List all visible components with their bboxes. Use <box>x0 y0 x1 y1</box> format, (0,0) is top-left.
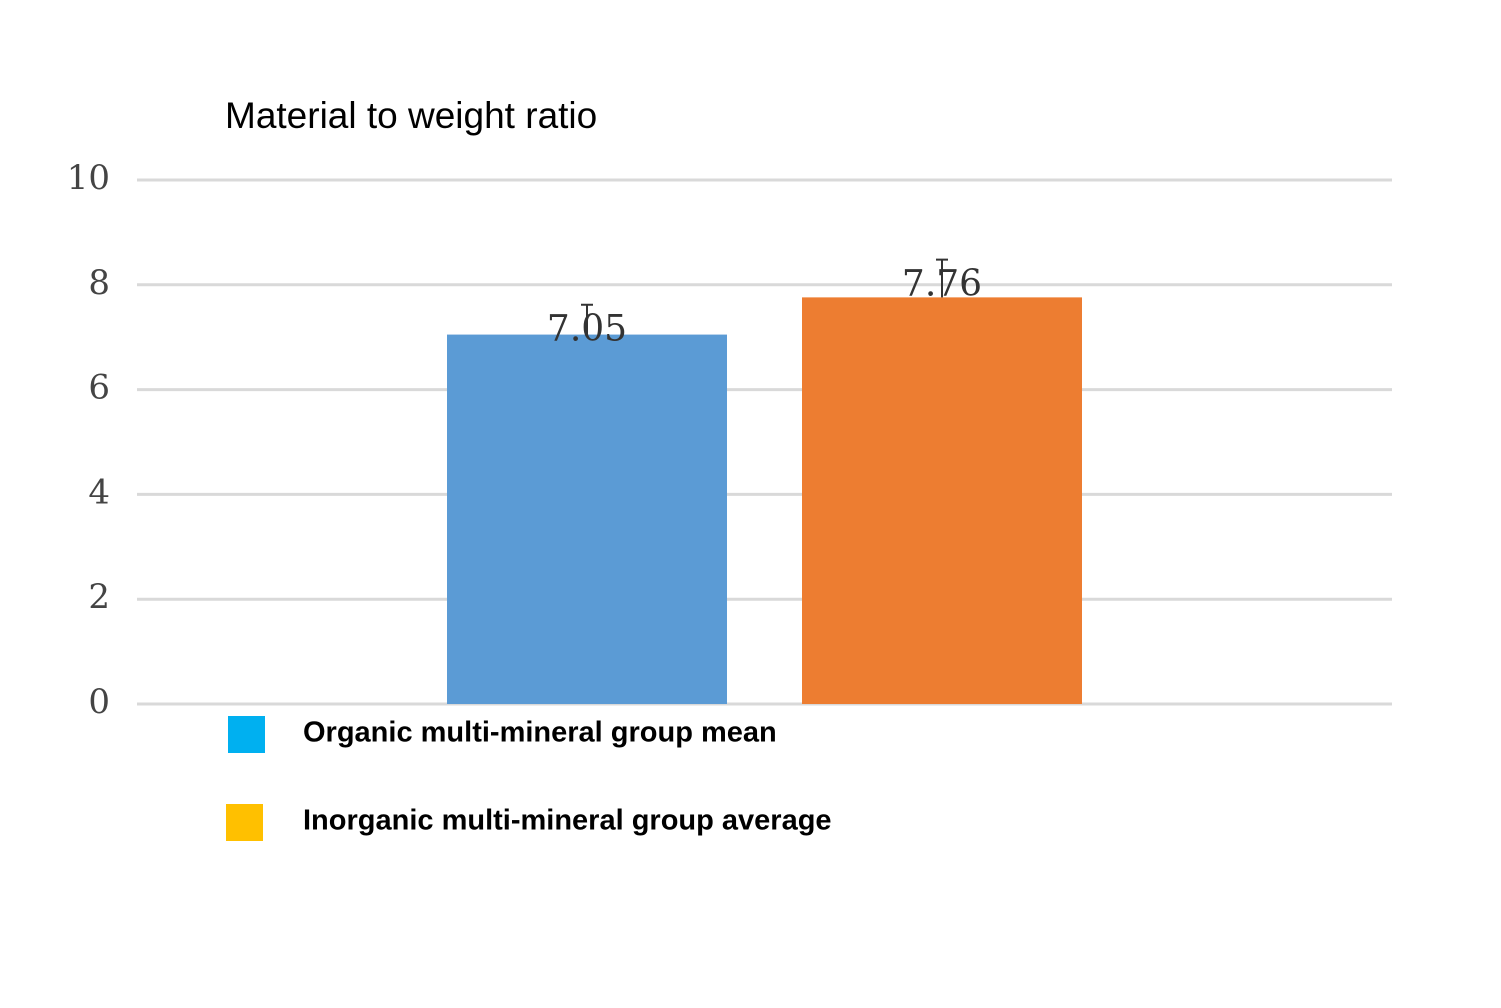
legend-label: Organic multi-mineral group mean <box>303 717 777 749</box>
chart-title: Material to weight ratio <box>225 95 597 136</box>
legend-swatch <box>226 804 263 841</box>
y-tick-label: 4 <box>88 472 110 512</box>
legend-swatch <box>228 716 265 753</box>
legend-label: Inorganic multi-mineral group average <box>303 805 832 837</box>
bar <box>802 297 1082 704</box>
bar <box>447 334 727 704</box>
y-tick-label: 6 <box>88 368 110 408</box>
y-tick-label: 0 <box>88 682 110 722</box>
error-bar <box>936 258 948 298</box>
value-label: 7.05 <box>547 309 627 350</box>
y-tick-label: 10 <box>67 158 110 198</box>
value-label: 7.76 <box>902 264 982 305</box>
y-tick-label: 8 <box>88 263 110 303</box>
y-tick-label: 2 <box>88 577 110 617</box>
error-bar <box>581 303 593 335</box>
